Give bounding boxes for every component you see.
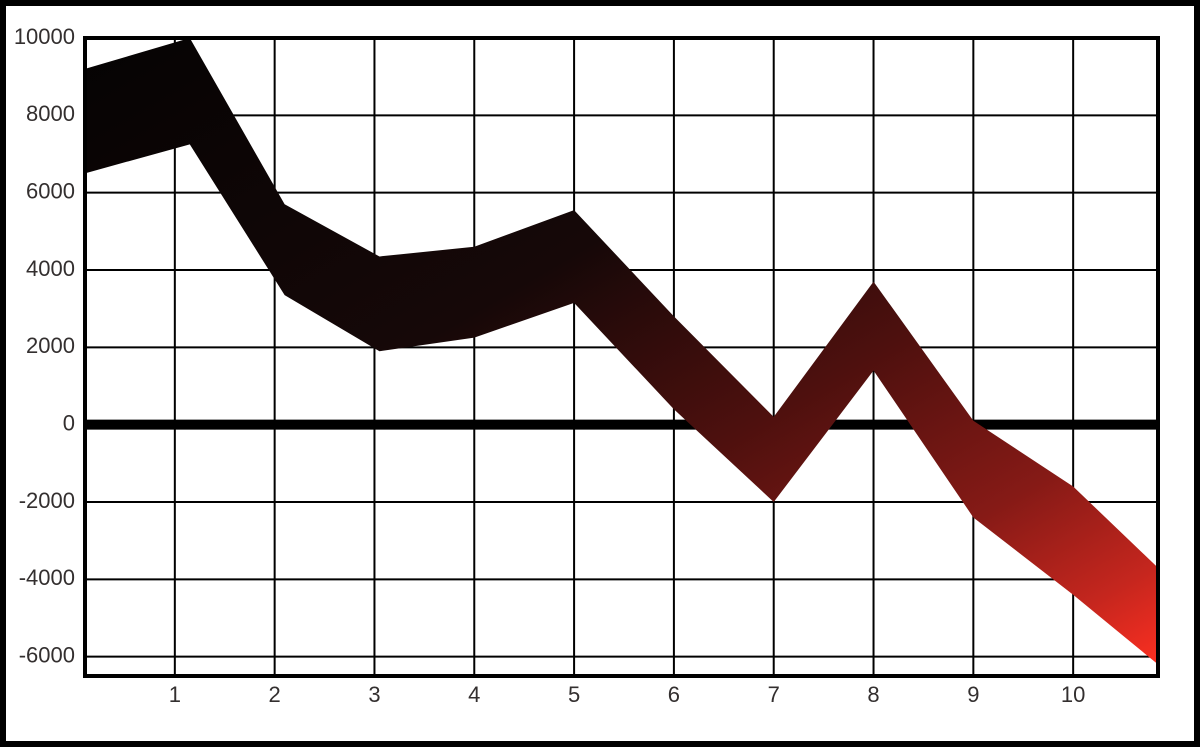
- x-tick-label: 1: [169, 682, 181, 707]
- y-tick-label: -4000: [19, 565, 75, 590]
- x-tick-label: 4: [468, 682, 480, 707]
- y-tick-label: 6000: [26, 178, 75, 203]
- x-tick-label: 5: [568, 682, 580, 707]
- x-tick-label: 8: [867, 682, 879, 707]
- y-axis-ticks: -6000 -4000 -2000 0 2000 4000 6000 8000 10000: [14, 24, 75, 668]
- x-tick-label: 6: [668, 682, 680, 707]
- y-tick-label: 0: [63, 410, 75, 435]
- y-tick-label: -6000: [19, 642, 75, 667]
- y-tick-label: 10000: [14, 24, 75, 49]
- y-tick-label: 2000: [26, 333, 75, 358]
- chart-frame: -6000 -4000 -2000 0 2000 4000 6000 8000 10000 1 2 3…: [0, 0, 1200, 747]
- y-tick-label: 4000: [26, 256, 75, 281]
- x-tick-label: 3: [368, 682, 380, 707]
- x-tick-label: 9: [967, 682, 979, 707]
- y-tick-label: 8000: [26, 101, 75, 126]
- x-tick-label: 2: [269, 682, 281, 707]
- band-chart: -6000 -4000 -2000 0 2000 4000 6000 8000 10000 1 2 3…: [6, 6, 1194, 741]
- x-axis-ticks: 1 2 3 4 5 6 7 8 9 10: [169, 682, 1086, 707]
- y-tick-label: -2000: [19, 488, 75, 513]
- x-tick-label: 7: [768, 682, 780, 707]
- x-tick-label: 10: [1061, 682, 1085, 707]
